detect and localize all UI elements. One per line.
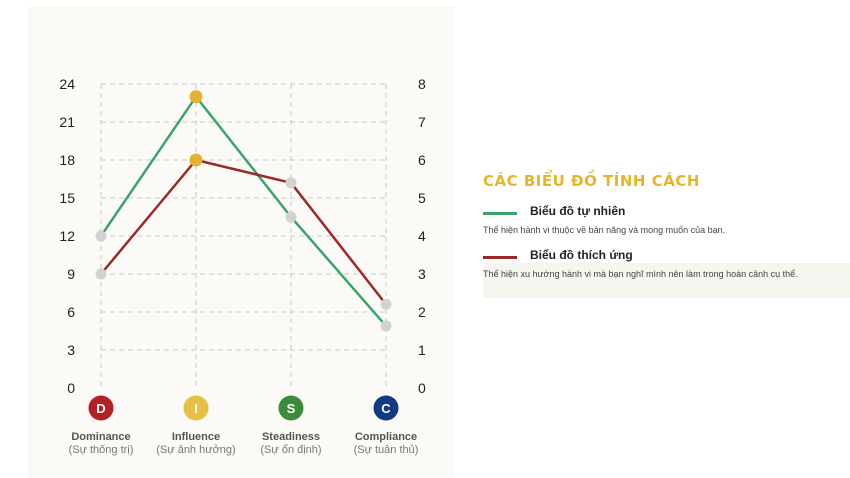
badge-i [183, 395, 209, 421]
y-tick-left: 6 [67, 304, 75, 320]
badge-c [373, 395, 399, 421]
y-tick-right: 2 [418, 304, 426, 320]
data-point-adapted [380, 298, 392, 310]
legend-label-adapted: Biểu đồ thích ứng [530, 248, 633, 262]
chart-panel: 0 3 6 9 12 15 18 21 24 0 1 2 3 4 5 6 7 8 D Dominance (Sự thố… [28, 6, 455, 478]
legend-desc-natural: Thể hiện hành vi thuộc về bản năng và mo… [483, 225, 726, 235]
dimension-name: Dominance [71, 431, 130, 443]
y-tick-right: 1 [418, 342, 426, 358]
data-point-adapted [189, 153, 203, 167]
data-point-natural [285, 211, 297, 223]
y-tick-left: 12 [59, 228, 75, 244]
y-tick-right: 8 [418, 76, 426, 92]
series-line-natural [99, 95, 387, 327]
y-tick-left: 0 [67, 380, 75, 396]
y-tick-left: 21 [59, 114, 75, 130]
data-point-adapted [285, 177, 297, 189]
y-tick-right: 5 [418, 190, 426, 206]
dimension-name: Influence [172, 431, 220, 443]
badge-letter-d: D [96, 401, 105, 416]
y-tick-right: 0 [418, 380, 426, 396]
y-tick-left: 24 [59, 76, 75, 92]
dimension-subtitle: (Sự ổn định) [260, 444, 321, 456]
y-tick-left: 15 [59, 190, 75, 206]
legend-desc-adapted: Thể hiện xu hướng hành vi mà bạn nghĩ mì… [483, 269, 798, 279]
y-tick-left: 9 [67, 266, 75, 282]
badge-letter-c: C [381, 401, 391, 416]
legend-label-natural: Biểu đồ tự nhiên [530, 204, 626, 218]
legend-background-strip [483, 263, 850, 298]
y-tick-left: 3 [67, 342, 75, 358]
y-tick-right: 3 [418, 266, 426, 282]
legend-panel: CÁC BIỂU ĐỒ TÍNH CÁCH Biểu đồ tự nhiên T… [483, 160, 850, 298]
dimension-subtitle: (Sự ảnh hưởng) [156, 444, 235, 456]
y-tick-right: 4 [418, 228, 426, 244]
badge-s [278, 395, 304, 421]
series-line-adapted [100, 158, 387, 306]
data-point-natural [189, 90, 203, 104]
y-tick-left: 18 [59, 152, 75, 168]
legend-swatch-natural [483, 212, 517, 215]
dimension-name: Steadiness [262, 431, 320, 443]
badge-d [88, 395, 114, 421]
legend-swatch-adapted [483, 256, 517, 259]
dimension-subtitle: (Sự tuân thủ) [354, 444, 419, 456]
y-tick-right: 7 [418, 114, 426, 130]
legend-title: CÁC BIỂU ĐỒ TÍNH CÁCH [483, 172, 700, 190]
badge-letter-i: I [194, 401, 198, 416]
dimension-name: Compliance [355, 431, 417, 443]
y-tick-right: 6 [418, 152, 426, 168]
data-point-natural [95, 230, 107, 242]
badge-letter-s: S [287, 401, 296, 416]
dimension-subtitle: (Sự thống trị) [69, 444, 134, 456]
data-point-natural [380, 320, 392, 332]
data-point-adapted [95, 268, 107, 280]
